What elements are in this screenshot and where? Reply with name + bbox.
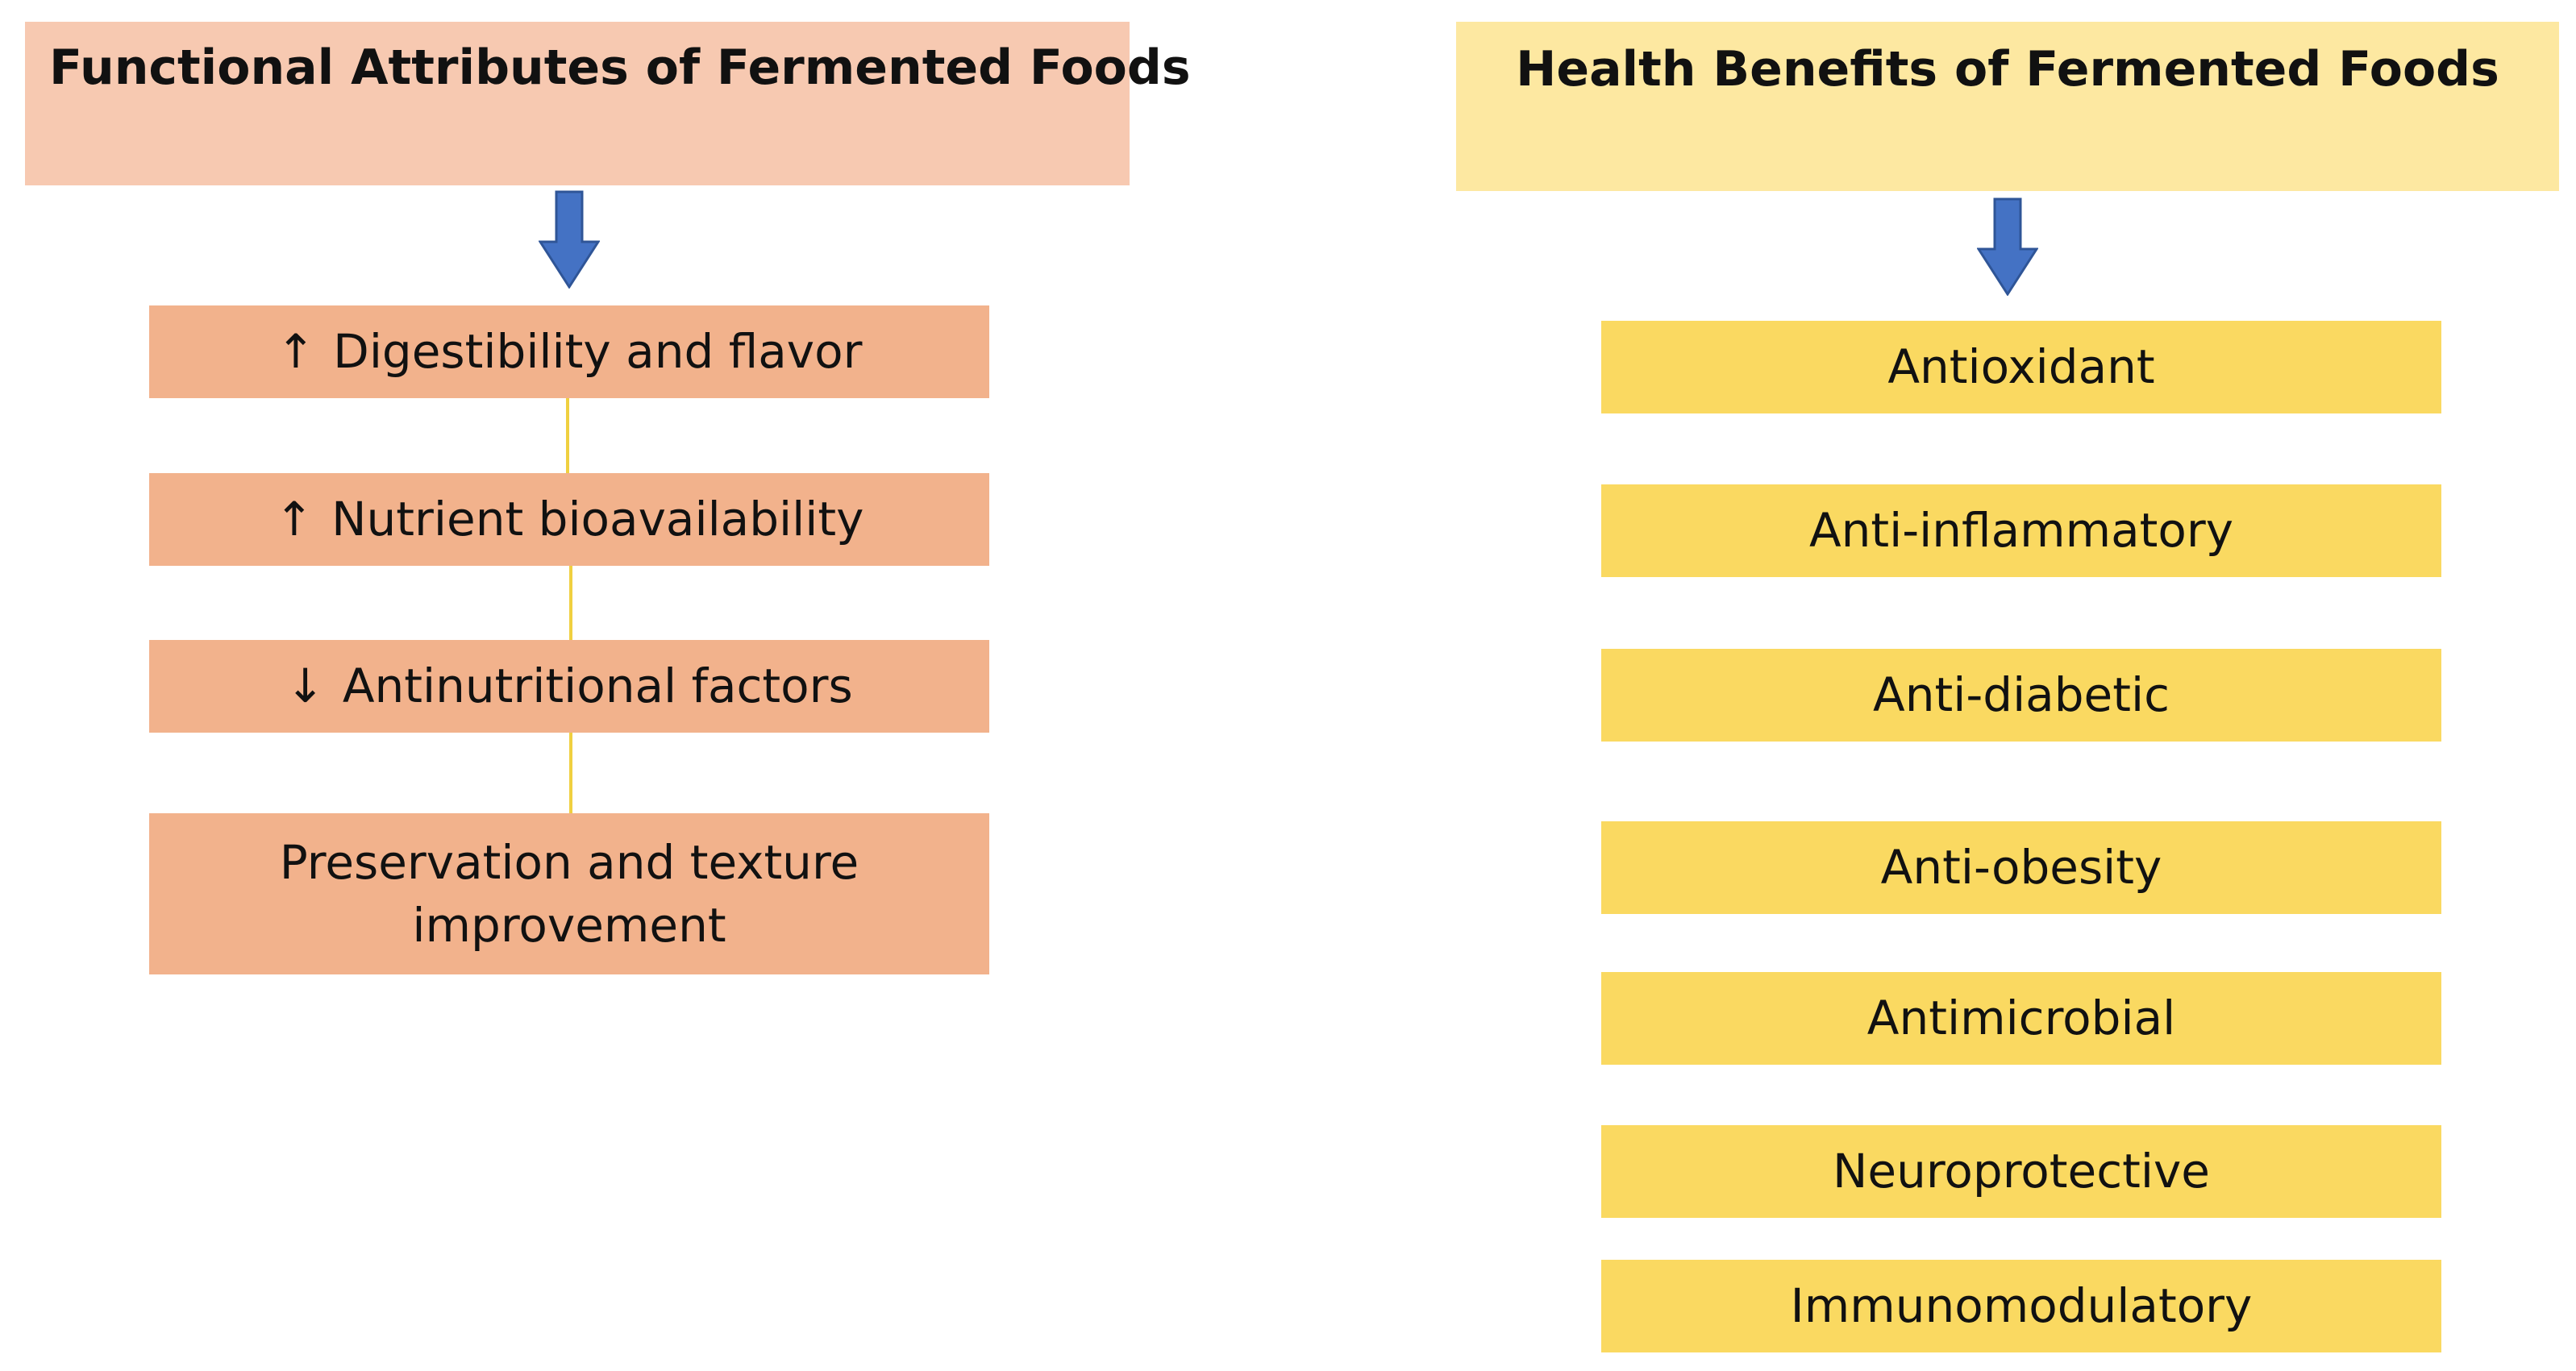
functional-item-label: Digestibility and flavor: [333, 324, 863, 380]
connector-line: [569, 566, 572, 640]
health-item-antioxidant: Antioxidant: [1601, 321, 2441, 413]
functional-item-label: Nutrient bioavailability: [331, 492, 864, 547]
health-item-label: Anti-obesity: [1880, 840, 2162, 895]
health-item-label: Anti-inflammatory: [1808, 503, 2234, 559]
health-item-label: Antioxidant: [1887, 339, 2155, 395]
functional-item-digestibility: ↑ Digestibility and flavor: [149, 305, 989, 398]
functional-item-label: Antinutritional factors: [342, 658, 853, 714]
health-item-label: Neuroprotective: [1833, 1144, 2210, 1199]
functional-item-label: Preservation and texture improvement: [279, 834, 859, 953]
functional-item-bioavailability: ↑ Nutrient bioavailability: [149, 473, 989, 566]
connector-line: [566, 398, 569, 473]
health-item-label: Anti-diabetic: [1873, 667, 2170, 723]
up-arrow-icon: ↑: [276, 324, 316, 380]
functional-item-antinutritional: ↓ Antinutritional factors: [149, 640, 989, 733]
functional-down-arrow-icon: [539, 190, 600, 289]
health-down-arrow-icon: [1977, 197, 2038, 296]
down-arrow-icon: ↓: [285, 658, 325, 714]
health-item-anti-inflammatory: Anti-inflammatory: [1601, 484, 2441, 577]
health-item-neuroprotective: Neuroprotective: [1601, 1125, 2441, 1218]
health-item-antimicrobial: Antimicrobial: [1601, 972, 2441, 1065]
health-item-anti-diabetic: Anti-diabetic: [1601, 649, 2441, 742]
health-benefits-header: Health Benefits of Fermented Foods: [1456, 22, 2559, 191]
health-item-label: Antimicrobial: [1866, 991, 2176, 1046]
functional-attributes-header: Functional Attributes of Fermented Foods: [25, 22, 1191, 185]
functional-item-preservation: Preservation and texture improvement: [149, 813, 989, 974]
health-item-immunomodulatory: Immunomodulatory: [1601, 1260, 2441, 1352]
health-benefits-title: Health Benefits of Fermented Foods: [1516, 41, 2499, 98]
connector-line: [569, 733, 572, 813]
up-arrow-icon: ↑: [274, 492, 314, 547]
health-item-label: Immunomodulatory: [1790, 1278, 2253, 1334]
functional-attributes-title: Functional Attributes of Fermented Foods: [49, 39, 1191, 96]
health-item-anti-obesity: Anti-obesity: [1601, 821, 2441, 914]
